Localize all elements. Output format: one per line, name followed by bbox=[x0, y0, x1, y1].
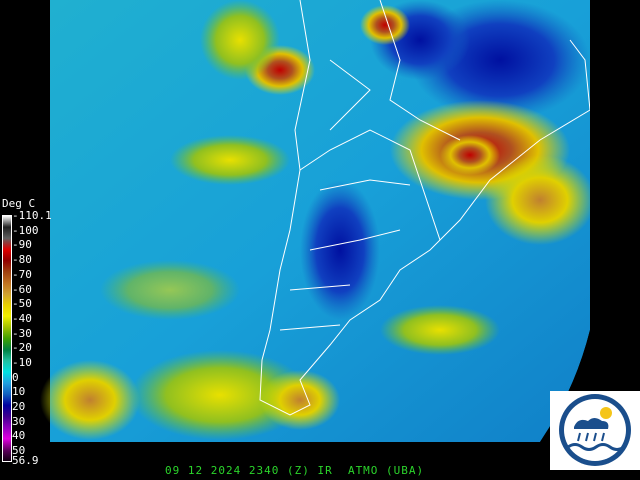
legend-tick-label: -80 bbox=[12, 253, 32, 267]
legend-tick-label: 40 bbox=[12, 429, 26, 443]
legend-tick-label: -10 bbox=[12, 355, 32, 369]
legend-tick-label: -30 bbox=[12, 326, 32, 340]
legend-title: Deg C bbox=[2, 197, 36, 210]
legend-tick-label: -100 bbox=[12, 223, 39, 237]
legend-tick-label: -110.1 bbox=[12, 209, 52, 222]
legend-tick-label: -50 bbox=[12, 297, 32, 311]
image-caption: 09 12 2024 2340 (Z) IR ATMO (UBA) bbox=[165, 464, 425, 477]
legend-tick-label: -60 bbox=[12, 282, 32, 296]
legend-tick-label: 30 bbox=[12, 414, 26, 428]
legend-tick-label: -70 bbox=[12, 267, 32, 281]
color-scale-bar bbox=[2, 215, 12, 462]
legend-tick-label: -20 bbox=[12, 341, 32, 355]
legend-tick-label: 50 bbox=[12, 443, 26, 457]
legend-tick-label: -90 bbox=[12, 238, 32, 252]
atmo-uba-logo bbox=[550, 391, 640, 470]
legend-tick-label: 10 bbox=[12, 385, 26, 399]
legend-tick-label: 0 bbox=[12, 370, 19, 384]
legend-tick-label: 56.9 bbox=[12, 454, 39, 467]
legend-tick-label: 20 bbox=[12, 399, 26, 413]
legend-tick-label: -40 bbox=[12, 311, 32, 325]
